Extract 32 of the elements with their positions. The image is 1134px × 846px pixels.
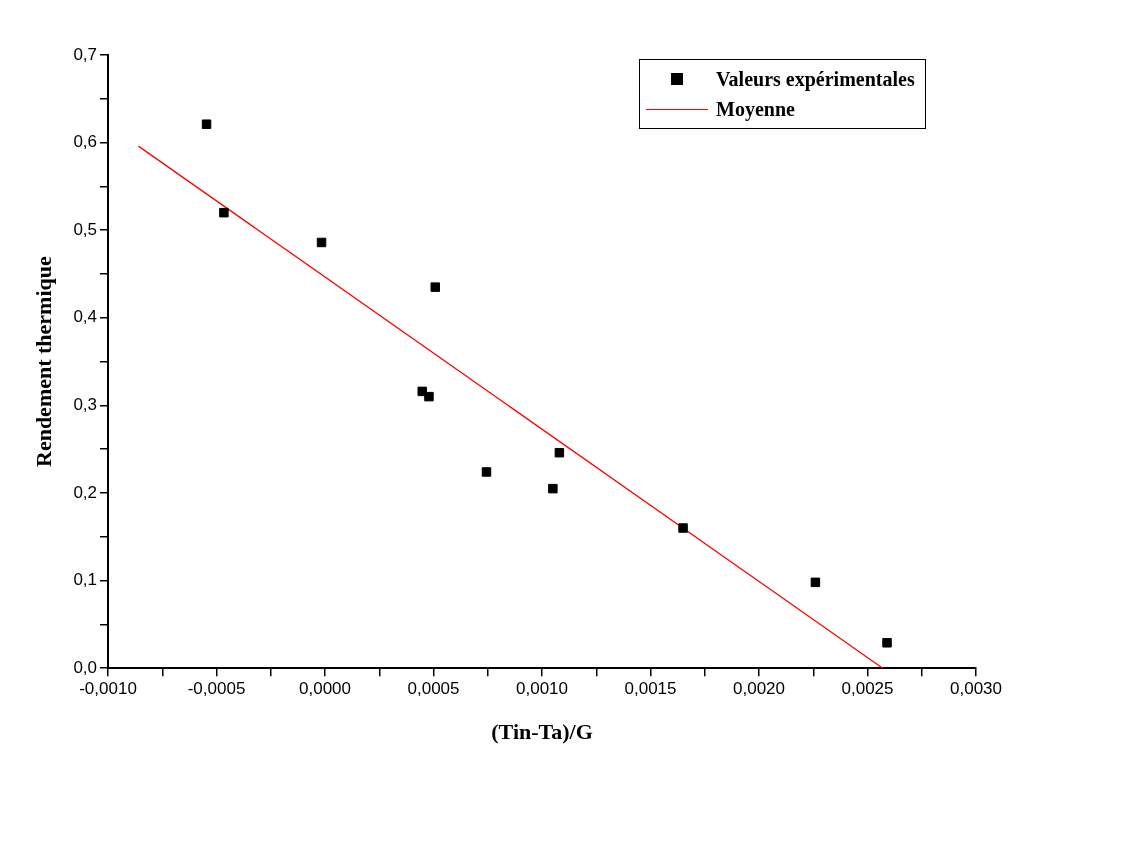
y-tick-label: 0,3 [73,395,98,415]
x-tick-label: 0,0010 [516,679,569,699]
x-tick-label: -0,0010 [79,679,137,699]
x-tick-label: 0,0030 [950,679,1002,699]
point [219,207,229,218]
point [481,467,492,477]
point [554,447,565,458]
point [882,638,892,648]
point [810,577,821,588]
y-tick-label: 0,7 [73,44,98,64]
y-tick-label: 0,1 [73,570,98,590]
point [201,119,212,129]
x-tick-label: 0,0025 [841,679,894,699]
point [424,391,434,402]
x-tick-label: -0,0005 [187,679,246,699]
point [316,237,327,248]
x-tick-label: 0,0015 [624,679,677,699]
point [548,483,558,494]
point [678,523,688,533]
y-tick-label: 0,2 [73,482,98,502]
y-axis-title: Rendement thermique [30,255,56,468]
y-tick-label: 0,5 [73,219,98,239]
legend-label: Valeurs expérimentales [716,67,915,91]
y-tick-label: 0,4 [73,307,98,327]
y-tick-label: 0,6 [73,132,98,152]
x-tick-label: 0,0020 [733,679,786,699]
x-tick-label: 0,0000 [299,679,352,699]
x-axis-title: (Tin-Ta)/G [491,719,593,745]
point [430,282,440,292]
y-tick-label: 0,0 [73,657,98,677]
x-tick-label: 0,0005 [407,679,460,699]
legend-label: Moyenne [716,97,795,121]
